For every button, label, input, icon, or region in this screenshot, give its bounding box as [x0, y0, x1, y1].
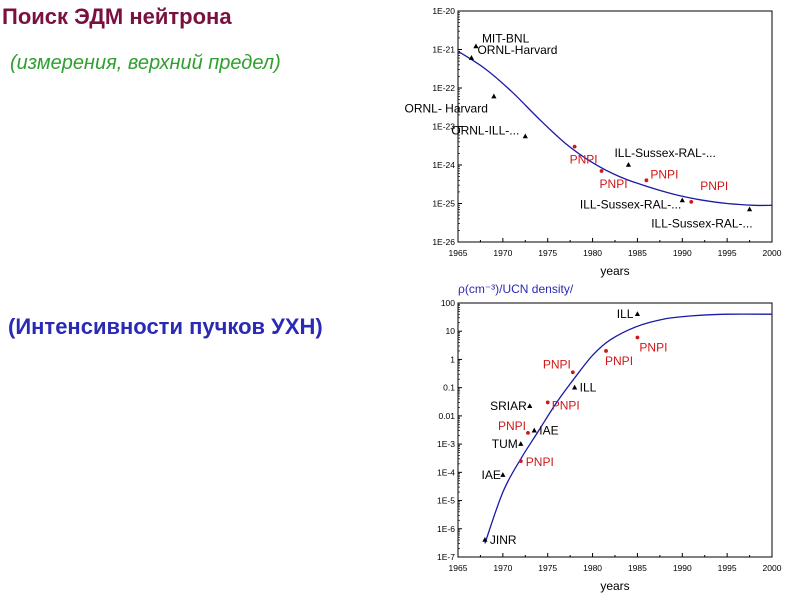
trend-curve: [484, 313, 772, 544]
y-tick-label: 1E-23: [432, 122, 455, 132]
point-label: ILL: [580, 381, 597, 395]
y-tick-label: 0.1: [443, 383, 455, 393]
y-tick-label: 1E-6: [437, 524, 455, 534]
data-point: [491, 93, 497, 99]
point-label: MIT-BNL: [482, 31, 530, 45]
x-tick-label: 2000: [763, 563, 782, 573]
y-tick-label: 1E-5: [437, 496, 455, 506]
data-point: [518, 441, 524, 446]
point-label: ILL-Sussex-RAL-...: [614, 146, 715, 160]
x-tick-label: 1980: [583, 248, 602, 258]
y-tick-label: 1E-7: [437, 552, 455, 562]
y-tick-label: 1E-22: [432, 83, 455, 93]
point-label: PNPI: [552, 398, 580, 412]
page-title: Поиск ЭДМ нейтрона: [2, 4, 232, 29]
y-tick-label: 1E-26: [432, 237, 455, 247]
point-label: IAE: [482, 468, 501, 482]
data-point: [746, 206, 753, 212]
x-tick-label: 1965: [449, 248, 468, 258]
data-point: [482, 537, 488, 542]
point-label: ILL: [617, 307, 634, 321]
data-point: [599, 169, 604, 173]
point-label: PNPI: [600, 177, 628, 191]
x-tick-label: 1985: [628, 248, 647, 258]
point-label: PNPI: [605, 354, 633, 368]
x-tick-label: 1975: [538, 248, 557, 258]
data-point: [531, 427, 537, 433]
data-point: [689, 200, 694, 204]
edm-subtitle: (измерения, верхний предел): [10, 52, 281, 74]
point-label: PNPI: [639, 340, 667, 354]
point-label: PNPI: [570, 153, 598, 167]
data-point: [572, 144, 577, 149]
data-point: [473, 43, 479, 49]
data-point: [527, 403, 533, 409]
y-tick-label: 1E-4: [437, 467, 455, 477]
point-label: ORNL-ILL-...: [451, 123, 519, 137]
y-tick-label: 1E-3: [437, 439, 455, 449]
data-point: [644, 178, 649, 183]
x-tick-label: 1980: [583, 563, 602, 573]
x-tick-label: 1990: [673, 248, 692, 258]
data-point: [572, 384, 578, 390]
y-tick-label: 10: [446, 326, 456, 336]
data-point: [570, 370, 575, 375]
x-axis-label: years: [600, 579, 629, 593]
point-label: ORNL-Harvard: [477, 43, 557, 57]
point-label: PNPI: [650, 167, 678, 181]
point-label: PNPI: [526, 455, 554, 469]
x-tick-label: 1965: [449, 563, 468, 573]
y-axis-label: ρ(cm⁻³)/UCN density/: [458, 282, 574, 296]
y-tick-label: 1E-25: [432, 199, 455, 209]
y-tick-label: 1E-21: [432, 45, 455, 55]
data-point: [604, 349, 608, 353]
point-label: PNPI: [498, 419, 526, 433]
data-point: [526, 430, 530, 435]
point-label: PNPI: [700, 179, 728, 193]
x-tick-label: 1995: [718, 248, 737, 258]
x-tick-label: 1970: [493, 248, 512, 258]
data-point: [545, 400, 550, 405]
point-label: JINR: [490, 533, 517, 547]
y-tick-label: 100: [441, 298, 455, 308]
data-point: [500, 472, 506, 477]
point-label: ORNL- Harvard: [405, 102, 488, 116]
y-tick-label: 1E-20: [432, 6, 455, 16]
point-label: PNPI: [543, 357, 571, 371]
point-label: ILL-Sussex-RAL-...: [651, 216, 752, 230]
x-tick-label: 1990: [673, 563, 692, 573]
x-tick-label: 1970: [493, 563, 512, 573]
x-tick-label: 1995: [718, 563, 737, 573]
data-point: [635, 335, 640, 340]
y-tick-label: 1E-24: [432, 160, 455, 170]
data-point: [679, 197, 685, 203]
x-axis-label: years: [600, 264, 629, 278]
x-tick-label: 1985: [628, 563, 647, 573]
point-label: ILL-Sussex-RAL-...: [580, 197, 681, 211]
x-tick-label: 2000: [763, 248, 782, 258]
data-point: [518, 459, 523, 464]
x-tick-label: 1975: [538, 563, 557, 573]
data-point: [625, 162, 632, 167]
y-tick-label: 1: [450, 354, 455, 364]
point-label: TUM: [492, 437, 518, 451]
data-point: [522, 133, 528, 139]
trend-curve: [458, 50, 772, 207]
y-tick-label: 0.01: [438, 411, 455, 421]
ucn-subtitle: (Интенсивности пучков УХН): [8, 314, 323, 339]
data-point: [468, 55, 475, 60]
data-point: [634, 311, 641, 317]
point-label: SRIAR: [490, 399, 527, 413]
point-label: IAE: [539, 424, 558, 438]
